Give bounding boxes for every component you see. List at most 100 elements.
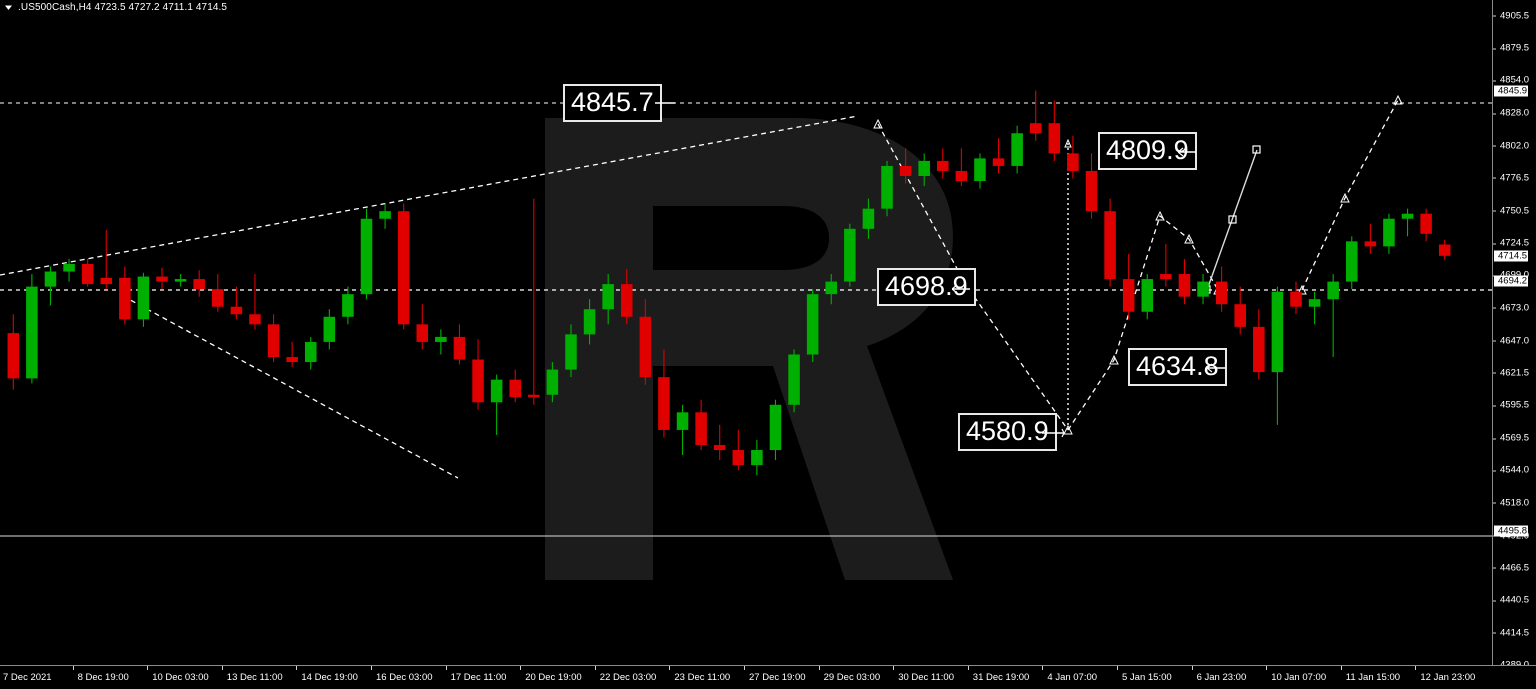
candle-body <box>751 450 763 466</box>
zigzag-node-retrace <box>1184 233 1194 244</box>
candle-body <box>620 284 633 317</box>
candle-body <box>862 208 875 229</box>
candle-body <box>1067 153 1079 171</box>
price-tick: 4802.0 <box>1493 140 1529 151</box>
time-tick: 29 Dec 03:00 <box>818 666 880 683</box>
candle-body <box>1420 213 1432 234</box>
price-tick: 4879.5 <box>1493 43 1529 54</box>
candle-body <box>1234 304 1246 327</box>
candle-body <box>81 263 94 285</box>
candle-body <box>899 165 912 176</box>
candle-body <box>788 354 800 405</box>
price-label-4698-9[interactable]: 4698.9 <box>877 268 976 306</box>
candle-body <box>156 276 168 282</box>
price-tick: 4750.5 <box>1493 205 1529 216</box>
zigzag-node-peak <box>873 118 883 129</box>
candle-body <box>713 445 726 451</box>
price-tag-4845-9[interactable]: 4845.9 <box>1494 85 1529 97</box>
time-tick: 10 Dec 03:00 <box>147 666 209 683</box>
price-tag-4495-8[interactable]: 4495.8 <box>1494 525 1529 537</box>
price-label-4698-9-pointer <box>952 284 970 294</box>
candle-body <box>342 294 354 317</box>
candle-body <box>1085 170 1098 212</box>
candle-body <box>992 158 1005 166</box>
time-axis[interactable]: 7 Dec 2021 8 Dec 19:00 10 Dec 03:00 13 Dec … <box>0 665 1536 689</box>
candle-body <box>1215 281 1228 305</box>
candle-body <box>769 404 782 451</box>
time-tick: 30 Dec 11:00 <box>893 666 954 683</box>
candle-body <box>1253 326 1265 373</box>
zigzag-forecast <box>1067 214 1219 431</box>
candle-body <box>1345 241 1358 282</box>
price-label-4809-9-pointer <box>1178 147 1196 157</box>
price-tag-4714-5[interactable]: 4714.5 <box>1494 250 1529 262</box>
candle-body <box>676 412 689 430</box>
time-tick: 7 Dec 2021 <box>3 666 52 683</box>
candle-body <box>44 271 57 287</box>
price-label-4845-7-pointer <box>655 102 675 104</box>
candle-body <box>639 316 652 378</box>
price-label-4634-8[interactable]: 4634.8 <box>1128 348 1227 386</box>
time-tick: 13 Dec 11:00 <box>221 666 283 683</box>
candle-body <box>26 286 38 379</box>
drawing-layer <box>0 90 1492 537</box>
candle-body <box>472 359 484 403</box>
candle-body <box>360 218 373 295</box>
candle-body <box>546 369 559 395</box>
symbol-header: .US500Cash,H4 4723.5 4727.2 4711.1 4714.… <box>0 0 227 14</box>
zigzag-node-swing-high <box>1155 210 1165 221</box>
candle-body <box>323 316 336 342</box>
candle-body <box>267 324 280 358</box>
candle-body <box>379 211 391 219</box>
price-tick: 4414.5 <box>1493 627 1529 638</box>
price-label-4845-7[interactable]: 4845.7 <box>563 84 662 122</box>
candle-body <box>119 277 131 320</box>
zigzag-node-4634 <box>1109 354 1119 365</box>
candle-body <box>602 284 614 310</box>
candle-body <box>1364 241 1377 247</box>
price-tag-4694-2[interactable]: 4694.2 <box>1494 275 1529 287</box>
candle-body <box>1029 123 1042 134</box>
price-tick: 4699.0 <box>1493 270 1529 281</box>
chevron-down-icon[interactable] <box>4 3 13 12</box>
price-tick: 4854.0 <box>1493 75 1529 86</box>
time-tick: 4 Jan 07:00 <box>1042 666 1097 683</box>
projection-node-end <box>1393 94 1403 105</box>
time-tick: 20 Dec 19:00 <box>520 666 582 683</box>
price-label-4809-9[interactable]: 4809.9 <box>1098 132 1197 170</box>
candle-body <box>137 276 150 320</box>
candle-body <box>918 160 930 176</box>
price-tick: 4440.5 <box>1493 595 1529 606</box>
plot-area[interactable]: 4845.7 4698.9 4580.9 4809.9 4634.8 <box>0 0 1492 665</box>
candle-body <box>732 450 745 466</box>
price-label-4634-8-pointer <box>1207 363 1225 373</box>
candle-body <box>1122 279 1135 312</box>
candle-body <box>212 289 224 307</box>
price-tick: 4466.5 <box>1493 562 1529 573</box>
candle-body <box>435 336 447 342</box>
projection-dashed-future <box>1301 99 1399 291</box>
zigzag-node-low <box>1063 424 1073 435</box>
price-label-4580-9[interactable]: 4580.9 <box>958 413 1057 451</box>
candle-body <box>1011 133 1023 166</box>
candle-body <box>490 379 503 403</box>
price-tick: 4905.5 <box>1493 10 1529 21</box>
time-tick: 6 Jan 23:00 <box>1191 666 1246 683</box>
time-tick: 31 Dec 19:00 <box>967 666 1029 683</box>
candle-body <box>1327 281 1339 300</box>
price-axis[interactable]: 4905.5 4879.5 4854.0 4828.0 4802.0 4776.5 4750… <box>1492 0 1536 671</box>
candle-body <box>193 279 205 290</box>
candle-body <box>1160 274 1172 280</box>
trendline-broadening-upper <box>0 115 859 276</box>
price-tick: 4621.5 <box>1493 367 1529 378</box>
candle-body <box>1290 291 1302 307</box>
projection-node-start <box>1297 284 1307 295</box>
candle-body <box>1401 213 1414 219</box>
symbol-ohlc-text: .US500Cash,H4 4723.5 4727.2 4711.1 4714.… <box>18 1 228 13</box>
time-tick: 27 Dec 19:00 <box>744 666 806 683</box>
candle-body <box>1178 274 1191 297</box>
candle-body <box>453 336 466 360</box>
vertical-line-arrow-top <box>1064 138 1072 148</box>
candle-body <box>695 412 707 446</box>
